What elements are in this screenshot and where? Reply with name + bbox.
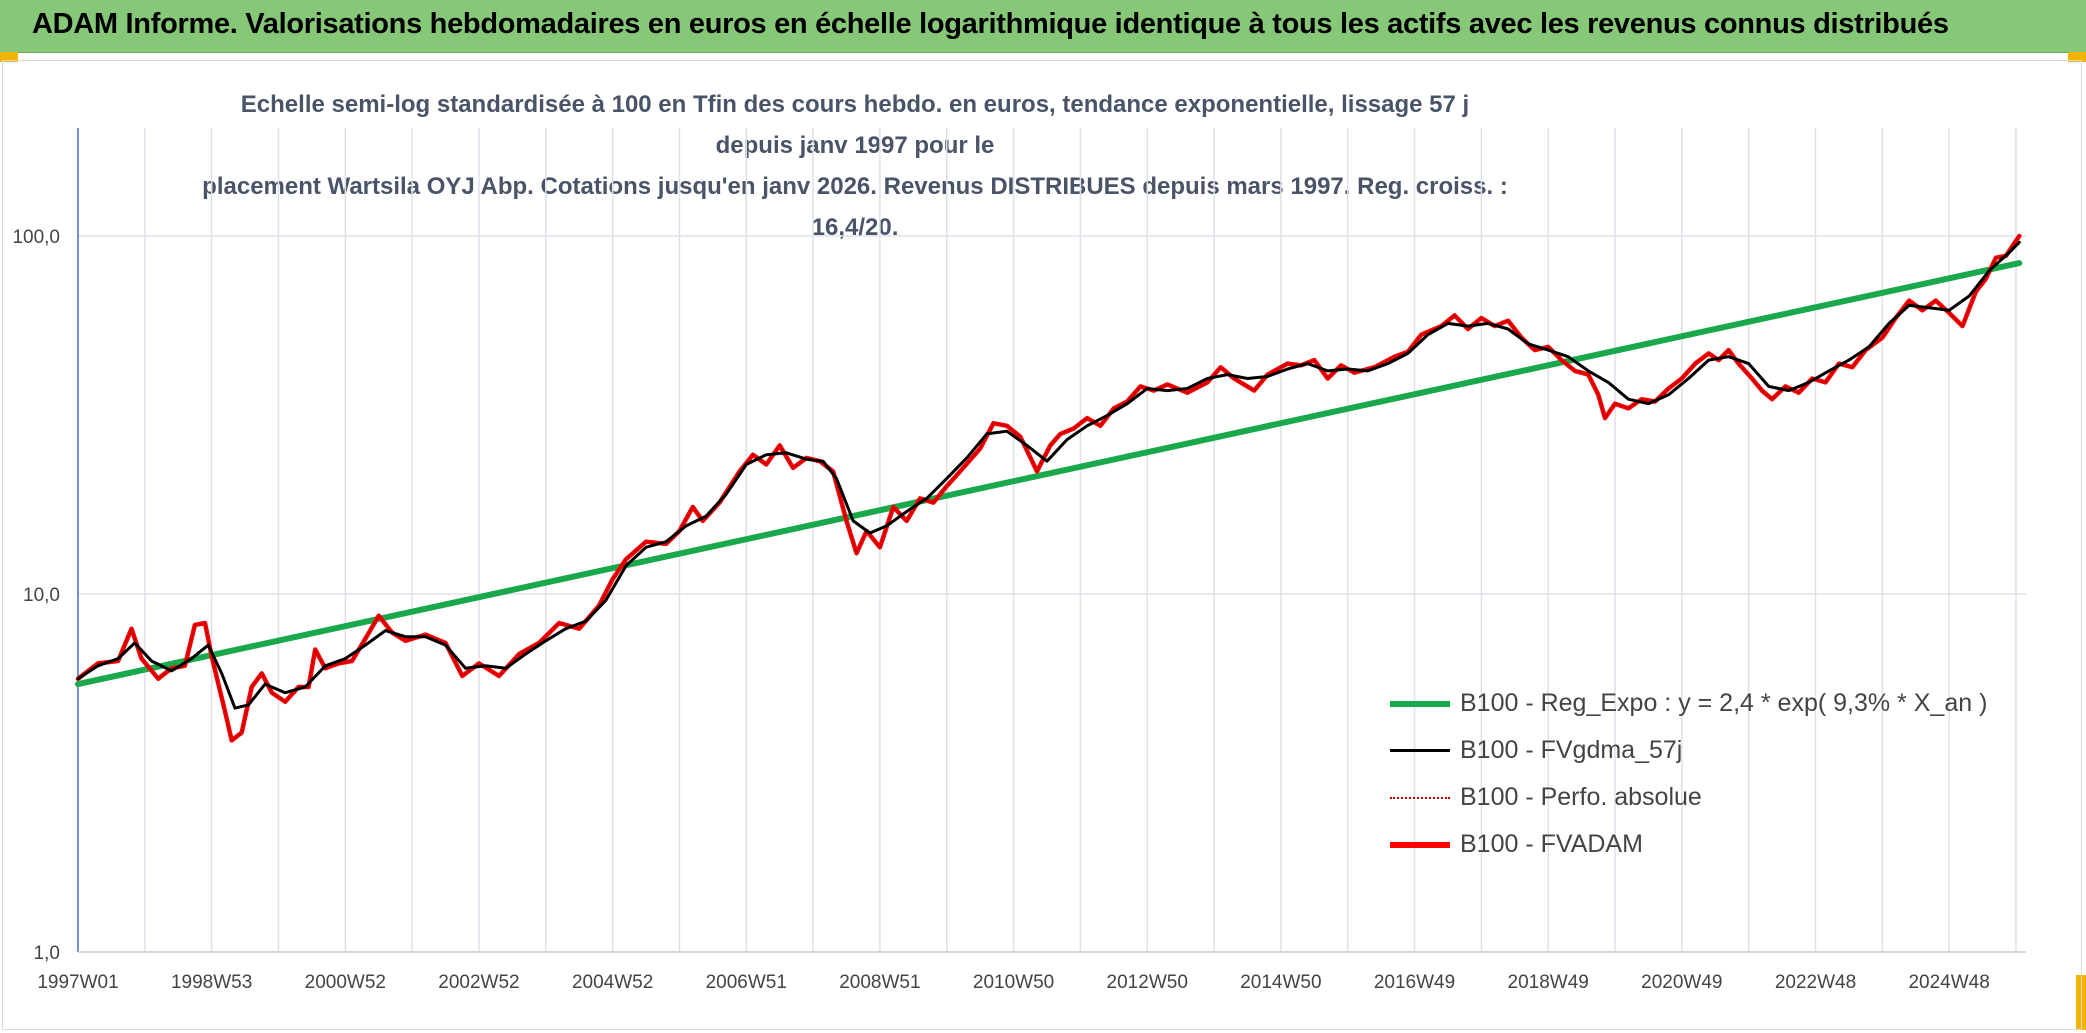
legend-swatch-regression	[1390, 700, 1450, 707]
x-tick-label: 2022W48	[1775, 972, 1856, 993]
corner-marker-top-left	[0, 52, 18, 62]
x-tick-label: 2008W51	[839, 972, 920, 993]
x-tick-label: 2014W50	[1240, 972, 1321, 993]
y-tick-label: 100,0	[12, 227, 60, 248]
corner-marker-top-right	[2068, 52, 2086, 62]
chart-title: Echelle semi-log standardisée à 100 en T…	[200, 84, 1510, 248]
x-tick-label: 2010W50	[973, 972, 1054, 993]
x-tick-label: 2006W51	[706, 972, 787, 993]
x-tick-label: 2000W52	[305, 972, 386, 993]
legend-label-fvadam: B100 - FVADAM	[1460, 830, 1643, 858]
x-tick-label: 1997W01	[37, 972, 118, 993]
chart-title-line-2: placement Wartsila OYJ Abp. Cotations ju…	[202, 173, 1508, 241]
chart-frame	[2, 60, 2082, 1030]
legend-swatch-smooth	[1390, 749, 1450, 752]
x-tick-label: 2018W49	[1508, 972, 1589, 993]
report-title: ADAM Informe. Valorisations hebdomadaire…	[32, 8, 1949, 40]
chart-title-line-1: Echelle semi-log standardisée à 100 en T…	[240, 91, 1470, 159]
x-tick-label: 2004W52	[572, 972, 653, 993]
series-line-fvadam	[75, 233, 2022, 743]
y-tick-label: 1,0	[34, 943, 60, 964]
legend-label-smooth: B100 - FVgdma_57j	[1460, 736, 1683, 764]
legend-item-fvadam: B100 - FVADAM	[1390, 821, 1987, 868]
x-tick-label: 2012W50	[1107, 972, 1188, 993]
legend-label-regression: B100 - Reg_Expo : y = 2,4 * exp( 9,3% * …	[1460, 689, 1988, 717]
series-line-smooth	[76, 240, 2021, 710]
x-tick-label: 2020W49	[1641, 972, 1722, 993]
x-tick-label: 2016W49	[1374, 972, 1455, 993]
legend-item-smooth: B100 - FVgdma_57j	[1390, 727, 1987, 774]
report-header: ADAM Informe. Valorisations hebdomadaire…	[0, 0, 2086, 53]
legend-item-perfo: B100 - Perfo. absolue	[1390, 774, 1987, 821]
series-line-perfo	[77, 235, 2021, 742]
y-tick-label: 10,0	[23, 585, 60, 606]
legend-swatch-perfo	[1390, 796, 1450, 799]
x-tick-label: 2024W48	[1908, 972, 1989, 993]
chart-legend: B100 - Reg_Expo : y = 2,4 * exp( 9,3% * …	[1390, 680, 1987, 868]
x-tick-label: 2002W52	[438, 972, 519, 993]
legend-item-regression: B100 - Reg_Expo : y = 2,4 * exp( 9,3% * …	[1390, 680, 1987, 727]
series-line-regression	[75, 260, 2023, 688]
legend-label-perfo: B100 - Perfo. absolue	[1460, 783, 1702, 811]
x-tick-label: 1998W53	[171, 972, 252, 993]
legend-swatch-fvadam	[1390, 841, 1450, 848]
